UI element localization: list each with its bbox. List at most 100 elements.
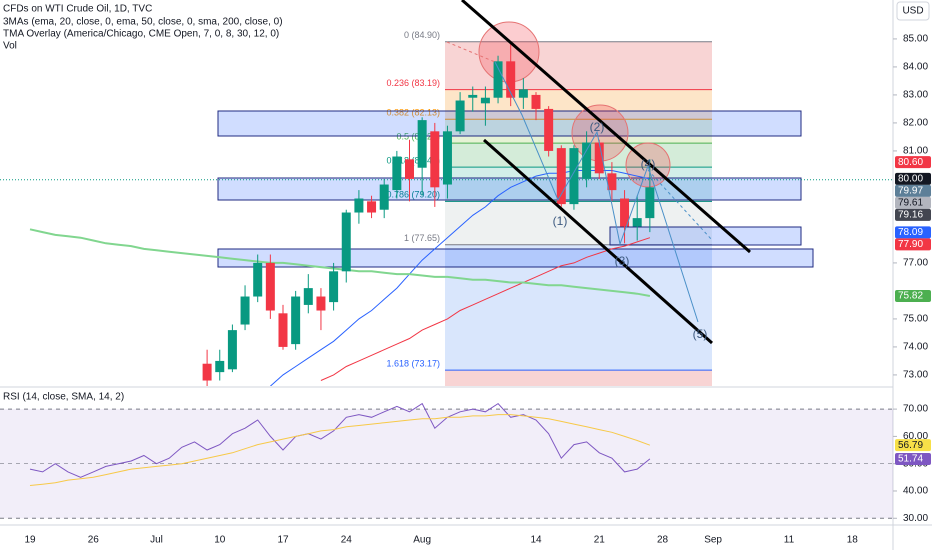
candle-body — [468, 94, 478, 98]
y-tick-label: 30.00 — [903, 513, 928, 524]
zone — [217, 177, 802, 201]
wave-label: (3) — [615, 254, 630, 268]
moving-average — [320, 237, 651, 381]
candle-body — [202, 363, 212, 381]
candle-body — [240, 296, 250, 325]
price-badge-label: 80.60 — [898, 157, 923, 168]
price-badge-label: 79.97 — [898, 186, 923, 197]
price-badge-label: 75.82 — [898, 291, 923, 302]
indicator: Vol — [3, 41, 17, 52]
rsi-badge — [895, 439, 931, 452]
fib-band — [445, 167, 712, 202]
price-badge — [895, 172, 931, 185]
fib-band — [445, 244, 712, 371]
wave-dash — [647, 169, 713, 241]
x-tick-label: 10 — [214, 535, 226, 546]
wave-path — [494, 61, 699, 323]
rsi-badge-label: 56.79 — [898, 440, 923, 451]
price-badge — [895, 289, 931, 302]
wave-dash — [446, 41, 496, 63]
y-tick-label: 84.00 — [903, 62, 928, 73]
candle-body — [379, 184, 389, 210]
fib-label: 0 (84.90) — [404, 30, 440, 40]
x-tick-label: Sep — [704, 535, 722, 546]
x-tick-label: 19 — [24, 535, 36, 546]
trend-line — [461, 0, 751, 254]
candle-body — [569, 148, 579, 205]
candle-body — [341, 212, 351, 272]
y-tick-label: 82.00 — [903, 118, 928, 129]
candle-body — [645, 187, 655, 219]
y-tick-label: 77.00 — [903, 258, 928, 269]
wave-label: (5) — [693, 327, 708, 341]
rsi-line — [29, 402, 651, 478]
candle-body — [278, 313, 288, 347]
price-badge-label: 79.61 — [898, 198, 923, 209]
price-badge-label: 77.90 — [898, 239, 923, 250]
candle-body — [442, 131, 452, 185]
candle-body — [493, 61, 503, 98]
indicator: 3MAs (ema, 20, close, 0, ema, 50, close,… — [3, 17, 283, 28]
candle-body — [531, 94, 541, 109]
fib-label: 0.382 (82.13) — [386, 108, 440, 118]
y-tick-label: 85.00 — [903, 34, 928, 45]
y-tick-label: 70.00 — [903, 404, 928, 415]
candle-body — [506, 61, 516, 98]
fib-label: 0.236 (83.19) — [386, 78, 440, 88]
price-badge-label: 79.16 — [898, 210, 923, 221]
currency-button[interactable] — [896, 1, 930, 21]
price-badge-label: 80.00 — [898, 174, 923, 185]
rsi-badge-label: 51.74 — [898, 454, 923, 465]
price-badge — [895, 208, 931, 221]
rsi-line — [29, 414, 651, 486]
fib-band — [445, 41, 712, 90]
fib-band — [445, 370, 712, 386]
y-tick-label: 40.00 — [903, 486, 928, 497]
x-tick-label: 11 — [784, 535, 795, 546]
zone — [217, 110, 802, 137]
moving-average — [29, 228, 651, 297]
currency: USD — [902, 6, 923, 17]
y-tick-label: 60.00 — [903, 431, 928, 442]
wave-label: (1) — [553, 214, 568, 228]
price-badge — [895, 196, 931, 209]
candle-body — [480, 97, 490, 104]
fib-band — [445, 119, 712, 144]
fib-label: 0.786 (79.20) — [386, 190, 440, 200]
rsi-title: RSI (14, close, SMA, 14, 2) — [3, 392, 124, 403]
x-tick-label: 14 — [530, 535, 542, 546]
zone — [609, 226, 802, 246]
candle-body — [455, 100, 465, 132]
candle-body — [303, 288, 313, 305]
y-tick-label: 73.00 — [903, 370, 928, 381]
wave-label: (2) — [590, 120, 605, 134]
price-badge — [895, 184, 931, 197]
candle-body — [430, 131, 440, 188]
candle-body — [392, 156, 402, 191]
x-tick-label: 26 — [88, 535, 100, 546]
wave-label: (4) — [641, 157, 656, 171]
price-badge-label: 78.09 — [898, 227, 923, 238]
candle-body — [417, 120, 427, 168]
candle-body — [354, 198, 364, 213]
candle-body — [632, 218, 642, 227]
x-tick-label: 18 — [847, 535, 859, 546]
candle-body — [227, 330, 237, 370]
chart-title: CFDs on WTI Crude Oil, 1D, TVC — [3, 4, 152, 15]
candle-body — [544, 108, 554, 151]
y-tick-label: 83.00 — [903, 90, 928, 101]
candle-body — [253, 262, 263, 297]
zone — [217, 248, 814, 268]
x-tick-label: 28 — [657, 535, 669, 546]
candle-body — [316, 296, 326, 311]
price-badge — [895, 226, 931, 239]
candle-body — [582, 142, 592, 179]
x-tick-label: 17 — [277, 535, 289, 546]
price-badge — [895, 156, 931, 169]
fib-label: 1.618 (73.17) — [386, 359, 440, 369]
candle-body — [620, 198, 630, 227]
fib-label: 1 (77.65) — [404, 233, 440, 243]
x-tick-label: 21 — [594, 535, 606, 546]
y-tick-label: 75.00 — [903, 314, 928, 325]
x-tick-label: Aug — [413, 535, 431, 546]
